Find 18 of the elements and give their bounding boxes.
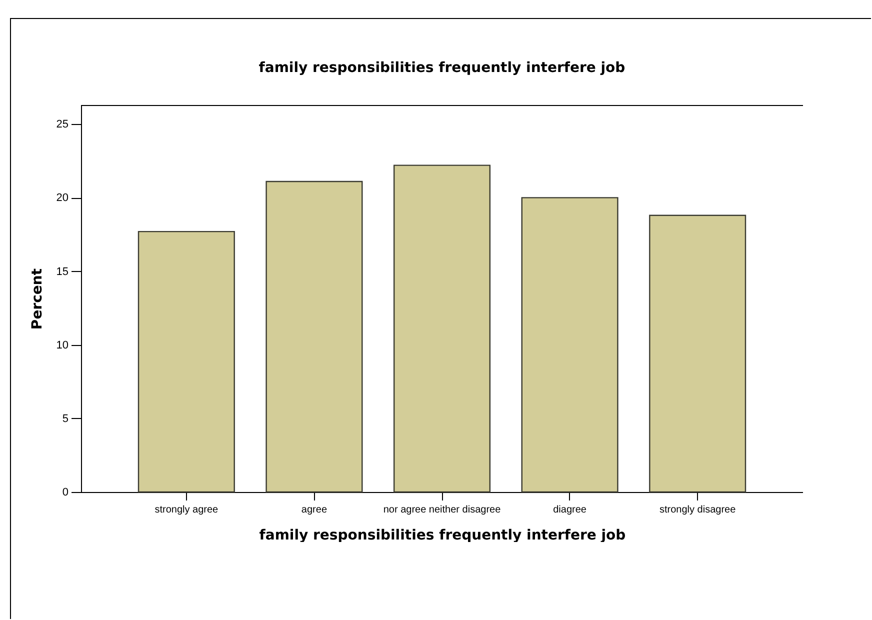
y-tick-label: 25 — [56, 118, 68, 131]
y-axis-title: Percent — [29, 268, 46, 330]
y-tick-label: 0 — [62, 486, 68, 498]
bar — [393, 164, 491, 493]
x-tick-label: diagree — [553, 504, 587, 516]
x-tick-label: nor agree neither disagree — [383, 504, 502, 516]
bar — [649, 214, 746, 493]
bar — [266, 180, 363, 493]
chart-title: family responsibilities frequently interfere job — [258, 60, 626, 76]
x-tick-label: strongly disagree — [659, 504, 736, 516]
bar — [521, 197, 618, 493]
y-tick-label: 15 — [56, 266, 68, 278]
x-tick-label: agree — [301, 504, 328, 516]
y-tick-label: 20 — [56, 192, 68, 204]
x-tick-label: strongly agree — [154, 504, 219, 516]
bar — [138, 230, 235, 493]
y-tick-label: 5 — [62, 412, 68, 425]
y-tick-label: 10 — [56, 339, 68, 352]
